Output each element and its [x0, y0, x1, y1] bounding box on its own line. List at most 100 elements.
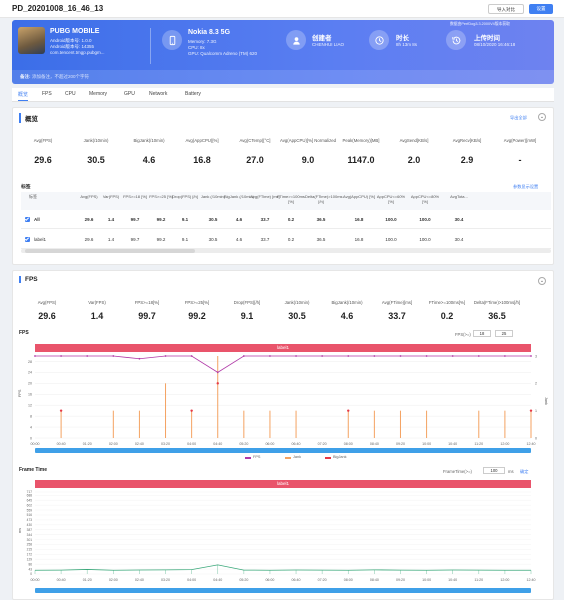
display-settings-link[interactable]: 参数显示设置 [513, 184, 539, 189]
fps-threshold-input-2[interactable]: 25 [495, 330, 513, 337]
export-all-link[interactable]: 导出全部 [510, 115, 527, 120]
table-cell: 99.2 [156, 237, 166, 242]
upload-time: 08/10/2020 16:46:18 [474, 42, 516, 47]
ft-x-tick: 01:20 [83, 578, 92, 582]
table-header-cell: FPS>=18 [%] [123, 194, 147, 199]
tab-gpu[interactable]: GPU [124, 91, 135, 97]
table-cell: 16.8 [354, 237, 364, 242]
import-compare-button[interactable]: 导入对比 [488, 4, 524, 14]
creator-name: CHENHUI LIAO [312, 42, 345, 47]
fps-x-tick: 00:00 [31, 442, 40, 446]
fps-threshold-input-1[interactable]: 18 [473, 330, 491, 337]
overview-metric-label: Avg(AppCPU)[%] [185, 138, 219, 143]
table-cell: 1.4 [107, 217, 115, 222]
fps-threshold-label: FPS(>=) [455, 332, 471, 337]
app-version: Android版本号: 1.0.0 [50, 38, 92, 43]
frametime-threshold-input[interactable]: 100 [483, 467, 505, 474]
ft-y-tick: 172 [27, 553, 33, 557]
ft-x-tick: 06:00 [265, 578, 274, 582]
collapse-icon[interactable]: ⌄ [538, 277, 546, 285]
fps-point [451, 355, 454, 357]
clock-icon [369, 30, 389, 50]
table-cell: 36.5 [316, 217, 326, 222]
ft-y-tick: 129 [27, 557, 33, 561]
tab-battery[interactable]: Battery [185, 91, 201, 97]
frametime-unit: ms [508, 469, 514, 474]
fps-metric-label: Var(FPS) [88, 300, 106, 305]
fps-metric-value: 99.2 [188, 311, 206, 321]
fps-x-tick: 10:00 [422, 442, 431, 446]
ft-x-tick: 00:40 [57, 578, 66, 582]
creator-label: 创建者 [312, 35, 332, 42]
legend-item[interactable]: BigJank [333, 455, 347, 459]
fps-x-tick: 12:00 [500, 442, 509, 446]
ft-y-tick: 688 [27, 494, 33, 498]
fps-x-tick: 08:00 [344, 442, 353, 446]
frametime-range-slider[interactable] [35, 588, 531, 593]
tab-memory[interactable]: Memory [89, 91, 108, 97]
fps-x-tick: 11:20 [474, 442, 483, 446]
fps-panel: FPS ⌄ Avg(FPS) 29.6 Var(FPS) 1.4 FPS>=18[%] 9… [12, 270, 554, 600]
overview-metric-value: 30.5 [87, 155, 105, 165]
row-checkbox[interactable] [25, 237, 30, 242]
legend-item[interactable]: FPS [253, 455, 261, 459]
ft-y-tick: 430 [27, 523, 33, 527]
ft-x-tick: 02:40 [135, 578, 144, 582]
device-memory: Memory: 7.3G [188, 39, 217, 44]
fps-y-tick: 28 [28, 360, 32, 364]
fps-metric-label: Delta(FTime)>100ms[/h] [473, 300, 521, 305]
table-header-cell: Var(FPS) [102, 194, 120, 199]
overview-metric-label: Avg(Power)[mW] [503, 138, 537, 143]
fps-x-tick: 02:40 [135, 442, 144, 446]
ft-x-tick: 08:40 [370, 578, 379, 582]
note-bar: 备注: 添加备注，不超过200个字符 [12, 70, 554, 84]
legend-swatch [325, 457, 331, 459]
package-name: com.tencent.tmgp.pubgm... [50, 50, 105, 55]
fps-point [321, 355, 324, 357]
bigjank-point [529, 409, 533, 412]
phone-icon [162, 30, 182, 50]
table-header-cell: Avg(FPS) [80, 194, 98, 199]
tab-fps[interactable]: FPS [42, 91, 52, 97]
note-input[interactable]: 添加备注，不超过200个字符 [32, 74, 90, 79]
overview-metric-value: - [518, 155, 522, 165]
legend-item[interactable]: Jank [293, 455, 302, 459]
fps-y-tick: 16 [28, 393, 32, 397]
perfdog-note: 数据由PerfDog3.3.2000V4版本获取 [450, 22, 510, 26]
table-scrollbar-track[interactable] [21, 249, 551, 253]
table-cell: 100.0 [419, 237, 431, 242]
fps-x-tick: 12:40 [527, 442, 536, 446]
upload-label: 上传时间 [474, 35, 500, 42]
table-scrollbar-thumb[interactable] [25, 249, 195, 253]
tab-network[interactable]: Network [149, 91, 168, 97]
ft-x-tick: 10:40 [448, 578, 457, 582]
table-cell: 4.6 [235, 237, 243, 242]
top-bar: PD_20201008_16_46_13 导入对比 设置 [0, 0, 564, 18]
ft-x-tick: 12:40 [527, 578, 536, 582]
timeline-range-slider[interactable] [35, 448, 531, 453]
ft-x-tick: 12:00 [500, 578, 509, 582]
ft-x-tick: 08:00 [344, 578, 353, 582]
user-icon [286, 30, 306, 50]
row-checkbox[interactable] [25, 217, 30, 222]
fps-point [269, 355, 271, 357]
table-header-cell: Jank (/10min) [200, 194, 226, 199]
table-header-cell: Delta(FTime)>100ms [/h] [305, 194, 343, 204]
frametime-confirm-link[interactable]: 确定 [520, 469, 529, 474]
ft-y-tick: 602 [27, 503, 33, 507]
settings-button[interactable]: 设置 [529, 4, 553, 14]
fps-metric-value: 29.6 [38, 311, 56, 321]
fps-metric-label: Jank(/10min) [284, 300, 310, 305]
app-build: Android版本号: 14355 [50, 44, 95, 49]
fps-title: FPS [19, 276, 38, 283]
tab-cpu[interactable]: CPU [65, 91, 76, 97]
ft-y-tick: 473 [27, 518, 33, 522]
tab-overview[interactable]: 概览 [18, 91, 29, 101]
fps-metric-value: 99.7 [138, 311, 156, 321]
duration-label: 时长 [396, 35, 409, 42]
ft-x-tick: 06:40 [292, 578, 301, 582]
fps-y-tick: 20 [28, 382, 32, 386]
row-divider [21, 248, 551, 249]
collapse-icon[interactable]: ⌄ [538, 113, 546, 121]
table-header [21, 192, 551, 210]
